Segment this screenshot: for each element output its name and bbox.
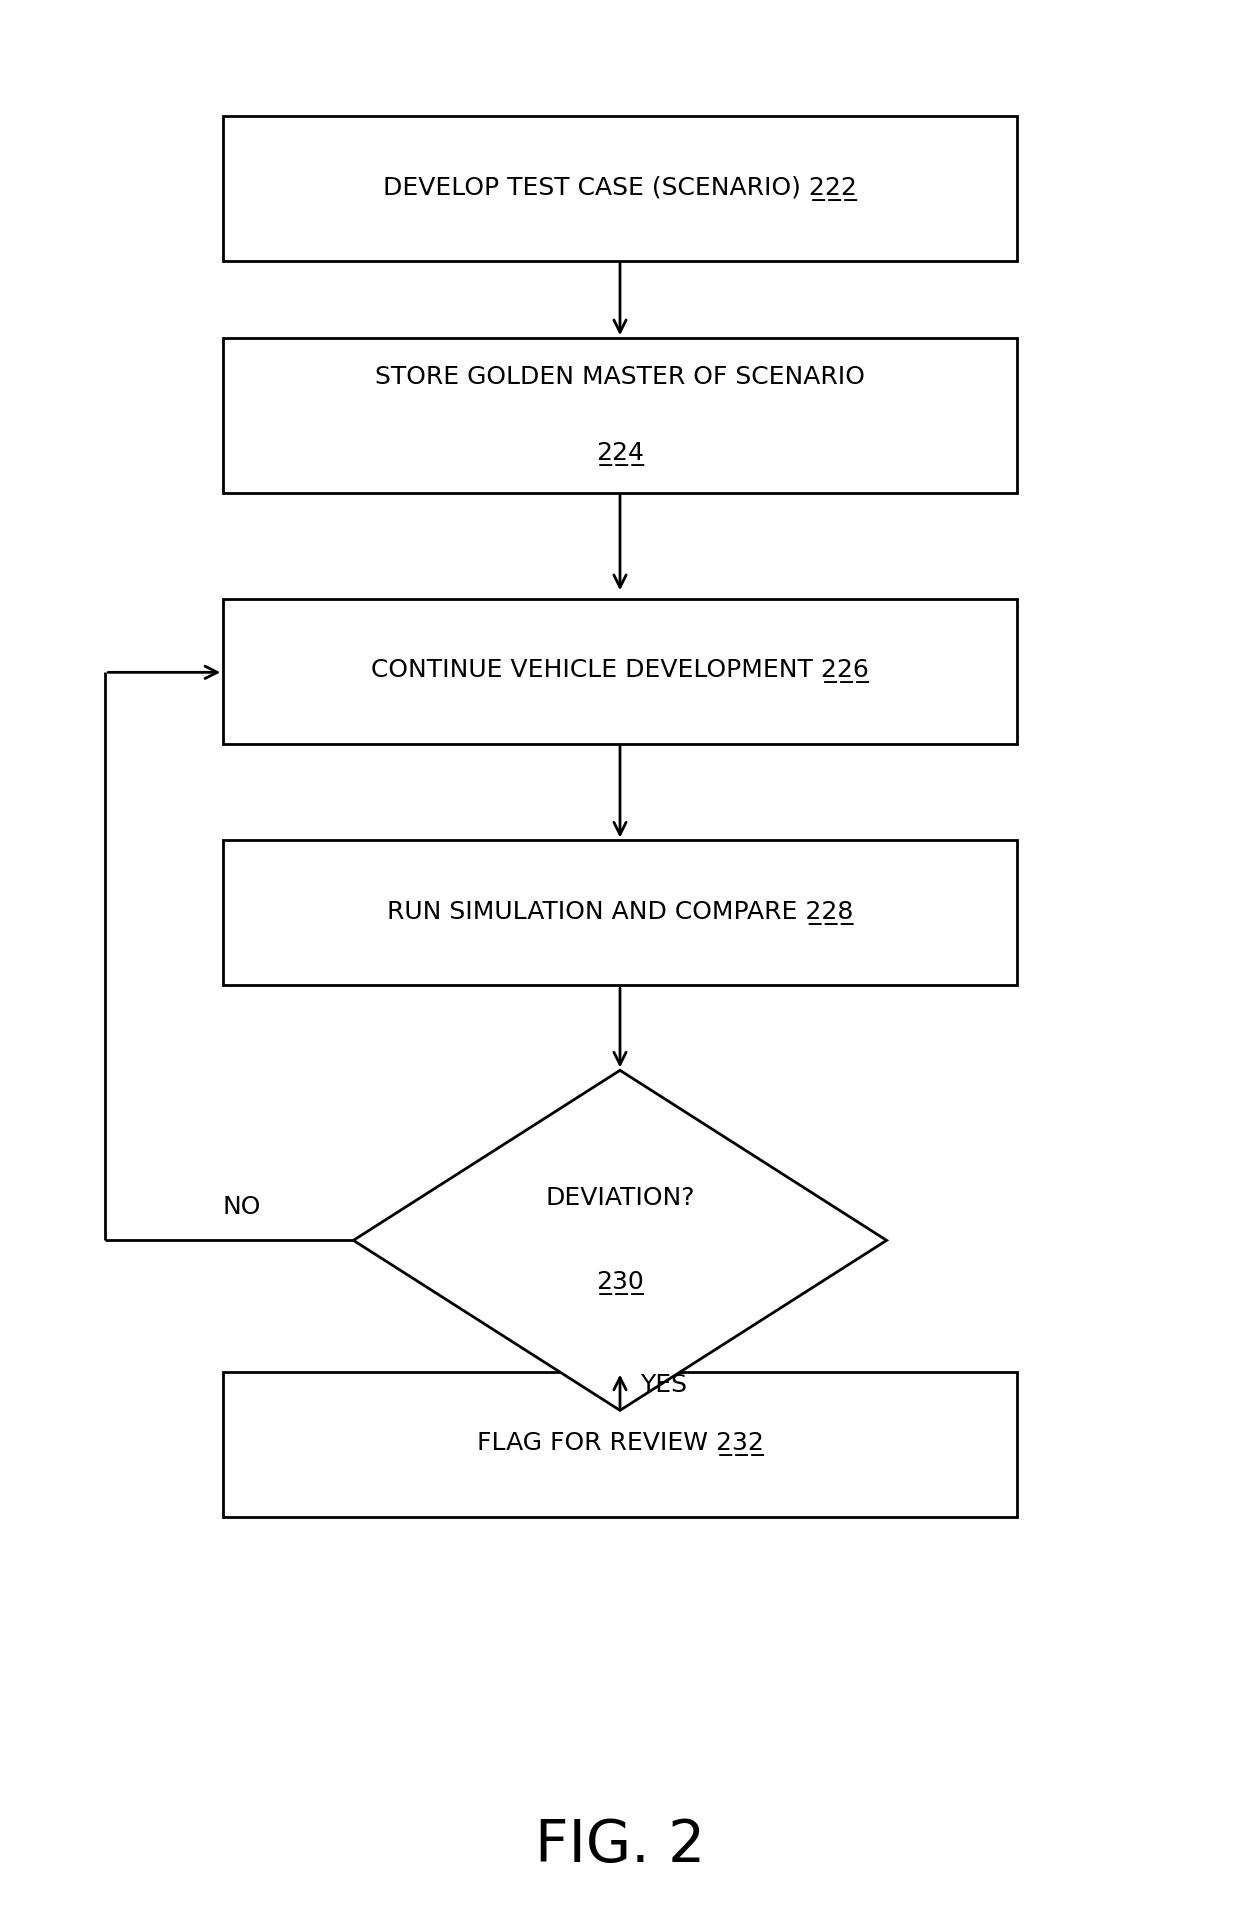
Text: CONTINUE VEHICLE DEVELOPMENT 2̲2̲6̲: CONTINUE VEHICLE DEVELOPMENT 2̲2̲6̲	[371, 659, 869, 684]
Text: DEVIATION?: DEVIATION?	[546, 1186, 694, 1209]
FancyBboxPatch shape	[223, 1372, 1017, 1517]
FancyBboxPatch shape	[223, 116, 1017, 261]
Text: FIG. 2: FIG. 2	[534, 1816, 706, 1874]
FancyBboxPatch shape	[223, 840, 1017, 985]
Text: RUN SIMULATION AND COMPARE 2̲2̲8̲: RUN SIMULATION AND COMPARE 2̲2̲8̲	[387, 900, 853, 925]
Text: 2̲2̲4̲: 2̲2̲4̲	[596, 442, 644, 466]
Text: YES: YES	[640, 1374, 687, 1397]
FancyBboxPatch shape	[223, 599, 1017, 744]
FancyBboxPatch shape	[223, 338, 1017, 493]
Text: DEVELOP TEST CASE (SCENARIO) 2̲2̲2̲: DEVELOP TEST CASE (SCENARIO) 2̲2̲2̲	[383, 176, 857, 201]
Text: NO: NO	[223, 1196, 260, 1219]
Text: STORE GOLDEN MASTER OF SCENARIO: STORE GOLDEN MASTER OF SCENARIO	[374, 365, 866, 388]
Text: FLAG FOR REVIEW 2̲3̲2̲: FLAG FOR REVIEW 2̲3̲2̲	[476, 1432, 764, 1457]
Polygon shape	[353, 1070, 887, 1410]
Text: 2̲3̲0̲: 2̲3̲0̲	[596, 1271, 644, 1294]
